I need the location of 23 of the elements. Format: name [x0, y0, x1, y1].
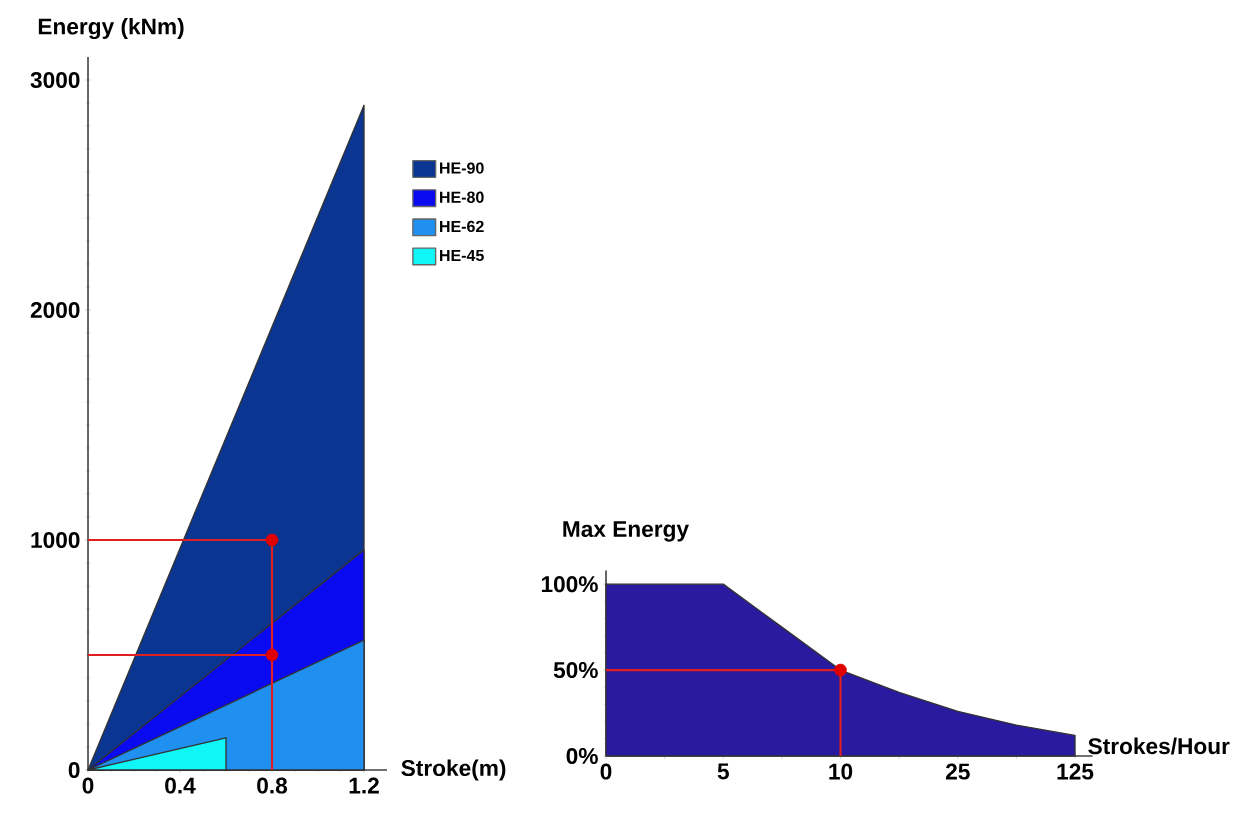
y-tick-label: 0%: [566, 747, 598, 765]
y-tick-label: 50%: [553, 662, 598, 679]
legend-label: HE-45: [440, 249, 484, 262]
x-tick-label: 25: [945, 763, 970, 780]
legend-label: HE-80: [440, 191, 484, 203]
x-tick-label: 5: [717, 763, 729, 780]
x-tick-label: 0.4: [165, 777, 196, 794]
x-tick-label: 125: [1057, 763, 1094, 780]
x-tick-label: 10: [829, 763, 853, 780]
y-tick-label: 3000: [30, 71, 80, 89]
x-tick-label: 0.8: [257, 777, 288, 794]
y-tick-label: 100%: [541, 576, 598, 593]
legend-label: HE-62: [440, 220, 484, 233]
y-axis-title: Energy (kNm): [38, 17, 184, 40]
legend-label: HE-90: [440, 162, 484, 174]
x-tick-label: 0: [82, 777, 94, 794]
x-axis-title: Strokes/Hour: [1088, 737, 1230, 755]
y-axis-title: Max Energy: [563, 521, 689, 542]
y-tick-label: 1000: [31, 531, 80, 549]
x-tick-label: 1.2: [349, 777, 379, 794]
y-tick-label: 2000: [30, 301, 80, 319]
x-tick-label: 0: [600, 763, 612, 780]
x-axis-title: Stroke(m): [401, 759, 506, 781]
